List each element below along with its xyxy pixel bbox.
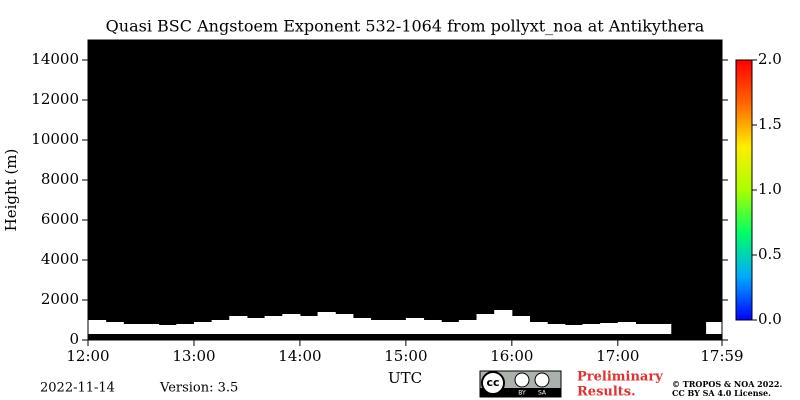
cc-badge: cc BY SA [479,370,562,398]
y-tick-label: 10000 [31,130,79,148]
badge-strip [480,388,561,397]
preliminary-note: Results. [577,385,636,400]
signal-region [423,320,442,334]
signal-region [653,324,672,334]
signal-region [511,316,531,334]
signal-region [458,320,478,334]
colorbar [735,59,753,321]
x-tick-label: 12:00 [66,347,109,365]
y-tick-label: 2000 [41,290,79,308]
x-tick-label: 14:00 [278,347,321,365]
signal-region [582,324,601,334]
signal-region [299,316,319,334]
colorbar-tick-label: 1.5 [758,115,782,133]
colorbar-tick-label: 0.5 [758,245,782,263]
badge-by-icon [514,372,530,388]
signal-region [617,322,636,334]
colorbar-tick-label: 1.0 [758,180,782,198]
y-tick-label: 12000 [31,90,79,108]
signal-region [282,314,301,334]
y-tick-label: 8000 [41,170,79,188]
badge-sa-icon [534,372,550,388]
badge-cc-circle [481,371,505,395]
badge-by: BY [518,390,526,397]
signal-region [547,324,566,334]
x-tick-label: 17:00 [596,347,639,365]
signal-region [388,320,407,334]
signal-region [564,325,583,334]
date: 2022-11-14 [40,381,115,396]
version: Version: 3.5 [159,381,238,396]
copyright: CC BY SA 4.0 License. [672,388,771,398]
signal-region [88,320,107,334]
signal-region [211,320,230,334]
signal-region [229,316,248,334]
signal-region [405,318,425,334]
y-axis-label: Height (m) [2,149,20,232]
signal-region [600,323,619,334]
signal-region [176,324,195,334]
badge-sa: SA [538,390,547,397]
y-tick-label: 6000 [41,210,79,228]
signal-region [317,312,336,334]
colorbar-tick-label: 2.0 [758,50,782,68]
x-tick-label: 16:00 [490,347,533,365]
signal-region [529,322,548,334]
signal-region [441,322,460,334]
signal-region [158,325,177,334]
y-tick-label: 14000 [31,50,79,68]
signal-region [105,322,124,334]
badge-cc: cc [486,376,499,389]
x-tick-label: 17:59 [700,347,743,365]
signal-region [264,316,283,334]
plot-frame [87,39,723,341]
y-tick-label: 4000 [41,250,79,268]
signal-region [370,320,389,334]
y-tick-label: 0 [69,330,79,348]
signal-region [494,310,513,334]
signal-region [352,318,372,334]
signal-region [123,324,142,334]
signal-region [635,324,654,334]
signal-region [246,318,266,334]
signal-region [193,322,213,334]
signal-region [140,324,160,334]
signal-region [476,314,495,334]
copyright: © TROPOS & NOA 2022. [672,379,782,389]
preliminary-note: Preliminary [577,370,663,385]
chart-title: Quasi BSC Angstoem Exponent 532-1064 fro… [106,17,705,36]
signal-region [335,314,354,334]
plot-background [88,40,722,340]
colorbar-tick-label: 0.0 [758,310,782,328]
x-tick-label: 15:00 [384,347,427,365]
x-tick-label: 13:00 [172,347,215,365]
x-axis-label: UTC [388,369,422,387]
signal-region [706,322,723,334]
